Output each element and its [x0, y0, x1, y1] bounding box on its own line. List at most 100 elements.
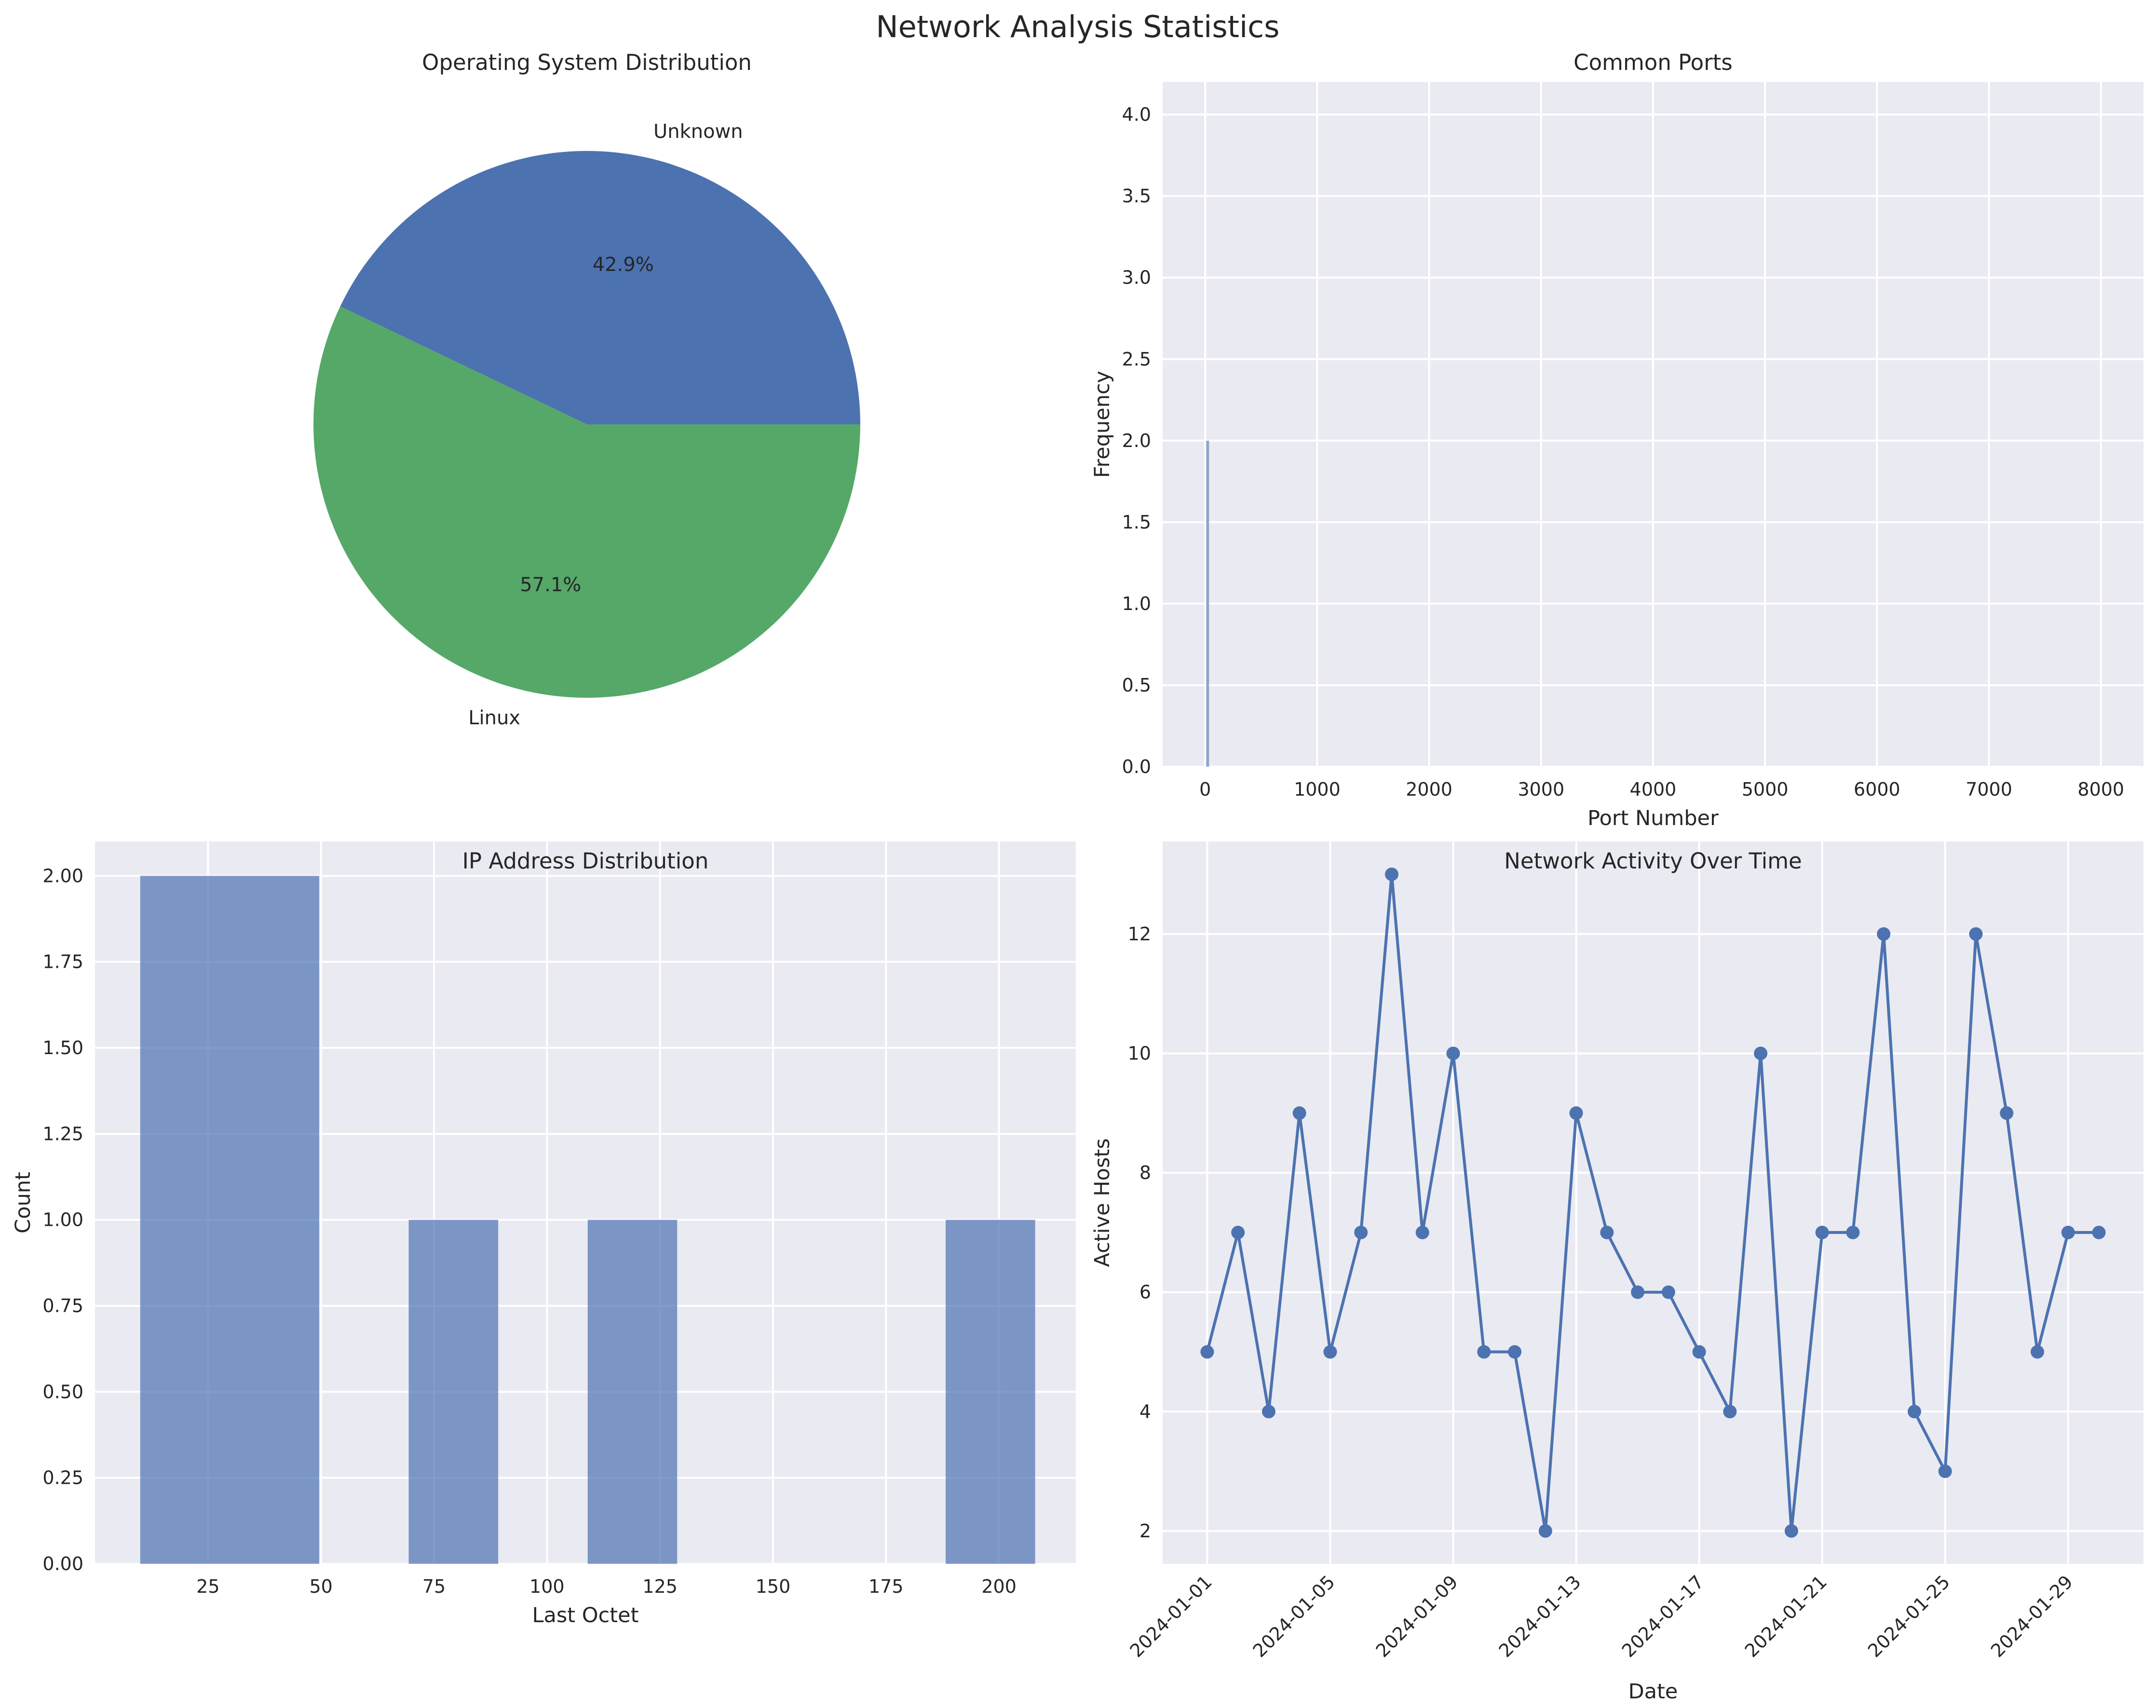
pie-label-linux: Linux [468, 707, 520, 729]
activity-x-tick-label: 2024-01-09 [1372, 1571, 1462, 1661]
ports-x-tick-label: 3000 [1518, 779, 1564, 800]
ip-y-axis-label: Count [11, 1172, 35, 1234]
activity-x-tick-label: 2024-01-29 [1987, 1571, 2077, 1661]
pie-slice-linux [313, 306, 860, 698]
ports-x-tick-label: 5000 [1742, 779, 1789, 800]
activity-data-point [1415, 1225, 1429, 1239]
activity-data-point [1969, 927, 1983, 941]
activity-x-tick-label: 2024-01-17 [1618, 1571, 1708, 1661]
activity-data-point [2000, 1106, 2014, 1120]
activity-y-tick-label: 10 [1128, 1043, 1151, 1064]
activity-x-tick-label: 2024-01-25 [1864, 1571, 1954, 1661]
ports-y-tick-label: 1.0 [1122, 593, 1151, 614]
ip-y-tick-label: 1.75 [42, 951, 83, 973]
activity-data-point [1754, 1046, 1768, 1060]
activity-x-tick-label: 2024-01-13 [1495, 1571, 1585, 1661]
activity-y-tick-label: 2 [1139, 1520, 1151, 1542]
activity-data-point [1600, 1225, 1614, 1239]
activity-x-tick-label: 2024-01-21 [1741, 1571, 1831, 1661]
ip-histogram-bar [140, 876, 319, 1564]
pie-percent-unknown: 42.9% [593, 254, 654, 276]
activity-y-tick-label: 4 [1139, 1401, 1151, 1422]
ports-x-axis-label: Port Number [1587, 806, 1719, 830]
ip-x-tick-label: 50 [309, 1576, 332, 1597]
ip-x-tick-label: 200 [981, 1576, 1017, 1597]
ports-y-tick-label: 1.5 [1122, 512, 1151, 533]
ip-x-axis-label: Last Octet [532, 1603, 639, 1627]
ports-x-tick-label: 1000 [1294, 779, 1341, 800]
activity-data-point [1385, 868, 1399, 881]
activity-data-point [1907, 1405, 1921, 1419]
ports-chart-title: Common Ports [1573, 50, 1733, 75]
ip-histogram-bar [408, 1220, 499, 1564]
ports-x-tick-label: 8000 [2077, 779, 2124, 800]
activity-data-point [1815, 1225, 1829, 1239]
ports-y-tick-label: 0.0 [1122, 756, 1151, 777]
activity-data-point [1323, 1345, 1337, 1359]
activity-data-point [1784, 1524, 1798, 1538]
activity-y-tick-label: 8 [1139, 1162, 1151, 1183]
ports-x-tick-label: 4000 [1630, 779, 1677, 800]
ip-y-tick-label: 1.50 [42, 1037, 83, 1058]
activity-data-point [1631, 1285, 1645, 1299]
activity-data-point [1261, 1405, 1275, 1419]
activity-chart-title: Network Activity Over Time [1504, 848, 1802, 874]
ip-x-tick-label: 175 [868, 1576, 904, 1597]
ports-y-tick-label: 4.0 [1122, 104, 1151, 125]
ports-y-tick-label: 2.5 [1122, 349, 1151, 370]
activity-data-point [1200, 1345, 1214, 1359]
ip-y-tick-label: 2.00 [42, 865, 83, 886]
ip-y-tick-label: 0.75 [42, 1295, 83, 1316]
activity-data-point [1292, 1106, 1306, 1120]
ip-histogram-bar [946, 1220, 1035, 1564]
ip-x-tick-label: 125 [642, 1576, 678, 1597]
activity-data-point [1508, 1345, 1522, 1359]
pie-slice-unknown [340, 150, 861, 424]
ports-y-tick-label: 3.0 [1122, 267, 1151, 288]
os-distribution-pie-chart: Operating System Distribution Unknown 42.… [313, 50, 861, 729]
ip-chart-title: IP Address Distribution [462, 848, 709, 874]
ip-histogram-bar [587, 1220, 678, 1564]
ip-y-tick-label: 1.25 [42, 1123, 83, 1144]
activity-data-point [1231, 1225, 1245, 1239]
activity-y-axis-label: Active Hosts [1090, 1139, 1114, 1267]
activity-data-point [1692, 1345, 1706, 1359]
ports-y-tick-label: 2.0 [1122, 430, 1151, 451]
network-activity-chart: 2024-01-01 2024-01-05 2024-01-09 2024-01-13… [1090, 841, 2143, 1704]
ip-x-tick-label: 25 [196, 1576, 219, 1597]
pie-chart-title: Operating System Distribution [422, 50, 752, 75]
activity-data-point [1538, 1524, 1552, 1538]
activity-x-tick-label: 2024-01-05 [1249, 1571, 1339, 1661]
ports-x-tick-label: 7000 [1966, 779, 2012, 800]
activity-x-axis-label: Date [1628, 1680, 1678, 1704]
ip-y-tick-label: 0.00 [42, 1553, 83, 1574]
activity-x-tick-label: 2024-01-01 [1126, 1571, 1216, 1661]
activity-data-point [1446, 1046, 1460, 1060]
activity-data-point [1723, 1405, 1737, 1419]
figure-title: Network Analysis Statistics [876, 9, 1279, 44]
ports-x-tick-label: 2000 [1406, 779, 1452, 800]
activity-data-point [2092, 1225, 2106, 1239]
activity-data-point [2061, 1225, 2075, 1239]
activity-series-line [1206, 873, 2099, 1532]
activity-y-tick-label: 12 [1128, 923, 1151, 945]
ports-x-tick-label: 6000 [1854, 779, 1900, 800]
pie-label-unknown: Unknown [653, 121, 743, 143]
ports-y-tick-label: 3.5 [1122, 186, 1151, 207]
activity-data-point [2031, 1345, 2045, 1359]
ip-x-tick-label: 100 [529, 1576, 565, 1597]
ports-y-axis-label: Frequency [1090, 371, 1114, 478]
ports-y-tick-label: 0.5 [1122, 675, 1151, 696]
ports-x-tick-label: 0 [1199, 779, 1211, 800]
activity-data-point [1477, 1345, 1491, 1359]
activity-data-point [1846, 1225, 1860, 1239]
activity-y-tick-label: 6 [1139, 1282, 1151, 1303]
common-ports-chart: 0 1000 2000 3000 4000 5000 6000 7000 8000 0.0 0.5 1… [1090, 50, 2143, 830]
ip-x-tick-label: 75 [422, 1576, 446, 1597]
pie-percent-linux: 57.1% [520, 574, 581, 596]
ip-y-tick-label: 0.50 [42, 1381, 83, 1402]
ports-bar [1206, 440, 1209, 767]
ip-x-tick-label: 150 [756, 1576, 791, 1597]
activity-data-point [1877, 927, 1891, 941]
